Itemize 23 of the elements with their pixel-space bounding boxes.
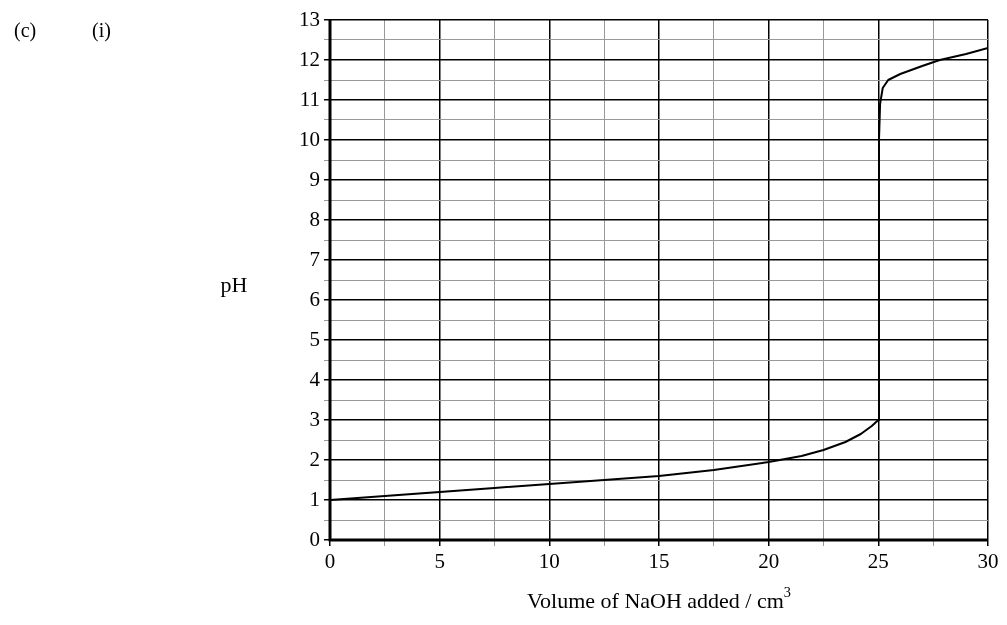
y-tick-label: 12 bbox=[299, 46, 320, 71]
y-tick-label: 7 bbox=[309, 246, 320, 271]
x-tick-label: 25 bbox=[867, 549, 889, 574]
text: (i) bbox=[92, 19, 111, 43]
y-tick-label: 9 bbox=[309, 166, 320, 191]
y-tick-label: 8 bbox=[309, 206, 320, 231]
y-tick-label: 3 bbox=[309, 406, 320, 431]
y-tick-label: 11 bbox=[299, 86, 320, 111]
x-tick-label: 5 bbox=[434, 549, 445, 574]
y-tick-label: 10 bbox=[299, 126, 320, 151]
y-tick-label: 0 bbox=[309, 526, 320, 551]
y-tick-label: 1 bbox=[309, 486, 320, 511]
y-tick-label: 13 bbox=[299, 6, 320, 31]
y-tick-label: 6 bbox=[309, 286, 320, 311]
y-tick-label: 5 bbox=[309, 326, 320, 351]
y-axis-title: pH bbox=[220, 271, 248, 297]
x-tick-label: 10 bbox=[538, 549, 560, 574]
x-tick-label: 20 bbox=[758, 549, 780, 574]
y-tick-label: 2 bbox=[309, 446, 320, 471]
x-tick-label: 15 bbox=[648, 549, 670, 574]
text: (c) bbox=[14, 19, 37, 43]
y-tick-label: 4 bbox=[309, 366, 321, 391]
x-tick-label: 30 bbox=[977, 549, 999, 574]
